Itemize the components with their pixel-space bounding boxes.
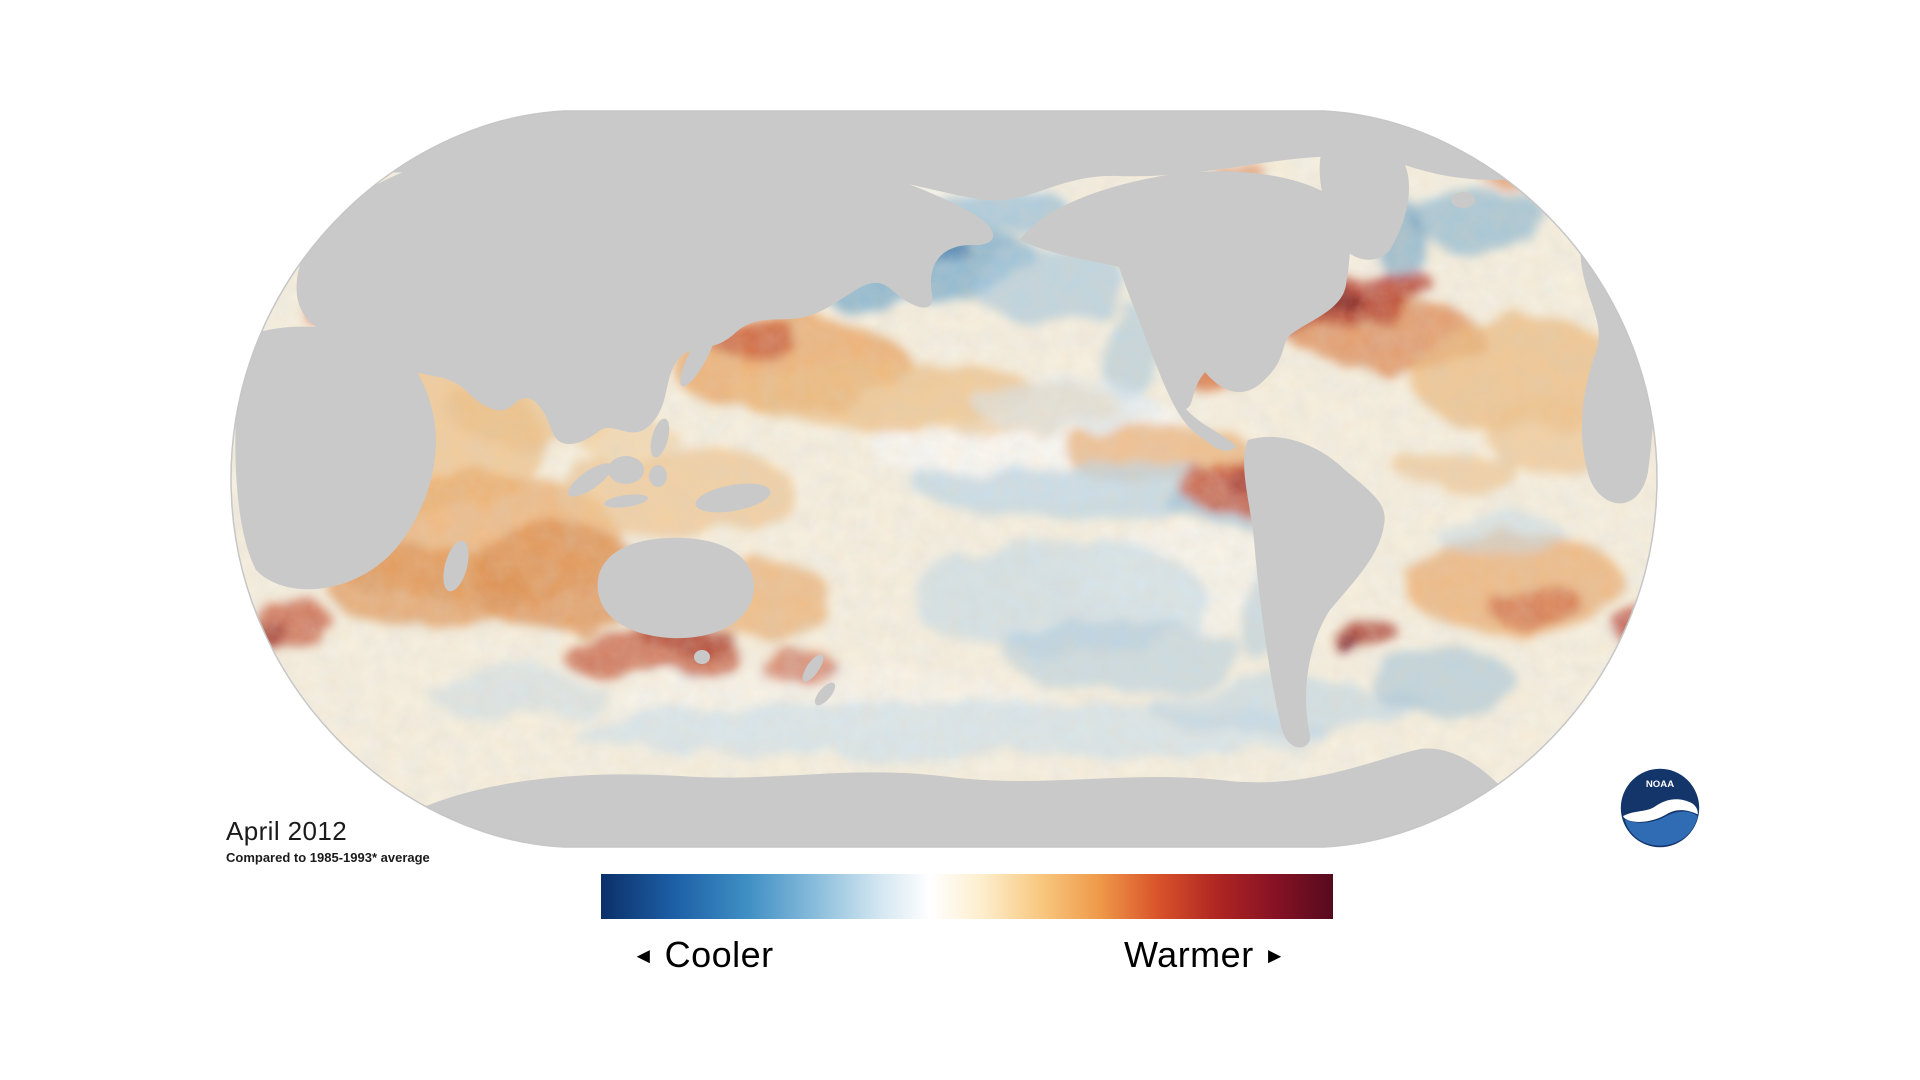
warmer-label-text: Warmer [1124, 934, 1254, 975]
land-greenland [1319, 142, 1410, 260]
land-new-zealand-north [802, 654, 824, 682]
noaa-logo: NOAA [1620, 768, 1700, 848]
land-iceland [1451, 192, 1475, 208]
colorbar-legend: ◄ Cooler Warmer ► [601, 934, 1333, 990]
warmer-label: Warmer ► [1124, 934, 1286, 976]
land-australia [597, 537, 755, 639]
noaa-logo-sea [1624, 811, 1698, 846]
land-uk [1572, 182, 1590, 206]
noaa-logo-text: NOAA [1646, 779, 1674, 790]
land-sumatra [568, 463, 612, 497]
temperature-colorbar [601, 874, 1333, 919]
land-africa-left-edge [235, 326, 436, 590]
land-south-america [1244, 436, 1385, 748]
land-tasmania [694, 650, 710, 664]
map-caption: April 2012 Compared to 1985-1993* averag… [226, 816, 430, 865]
land-north-america [1020, 171, 1351, 451]
cooler-label-text: Cooler [664, 934, 774, 975]
noaa-logo-svg: NOAA [1620, 768, 1700, 848]
land-eurasia [296, 134, 994, 445]
land-antarctica [356, 748, 1544, 847]
right-arrow-icon: ► [1263, 943, 1286, 968]
land-japan [680, 325, 716, 387]
map-date-label: April 2012 [226, 816, 348, 846]
land-arctic [231, 111, 1657, 201]
noaa-logo-gull-icon [1623, 799, 1698, 822]
land-sakhalin [820, 253, 836, 303]
land-sulawesi [649, 465, 667, 487]
land-madagascar [443, 540, 469, 592]
land-new-guinea [695, 483, 771, 513]
land-java [604, 494, 648, 508]
land-new-zealand-south [814, 682, 836, 706]
land-philippines [650, 418, 670, 458]
cooler-label: ◄ Cooler [632, 934, 773, 976]
map-baseline-label: Compared to 1985-1993* average [226, 850, 430, 865]
land-borneo [608, 456, 644, 484]
map-outline [230, 110, 1658, 848]
world-map [228, 108, 1660, 850]
map-svg [230, 110, 1658, 848]
left-arrow-icon: ◄ [632, 943, 655, 968]
